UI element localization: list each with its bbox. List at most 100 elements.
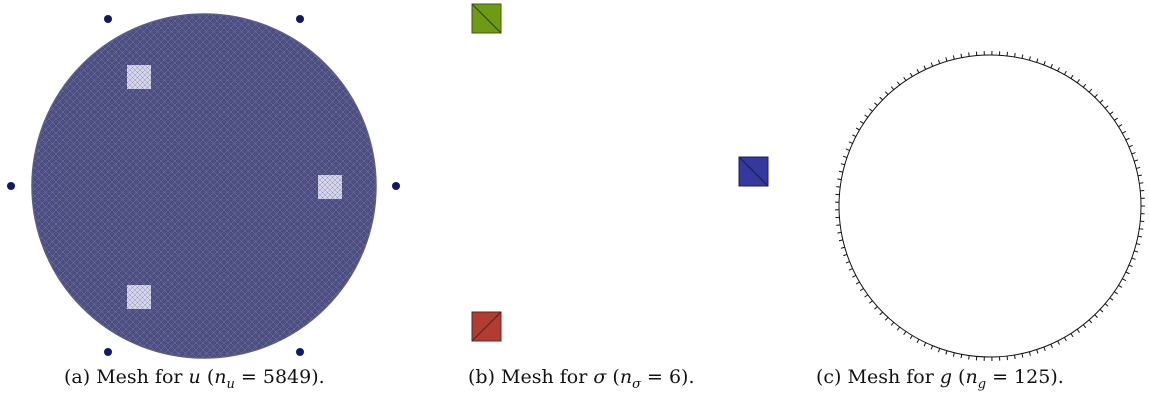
mesh-g-tick: [864, 114, 869, 118]
caption-b-label: (b): [468, 366, 495, 388]
mesh-g-tick: [916, 69, 920, 74]
mesh-g-tick: [855, 127, 860, 131]
mesh-g-circle: [838, 54, 1142, 358]
mesh-g-tick: [855, 281, 860, 285]
mesh-g-tick: [1036, 58, 1039, 63]
mesh-g-tick: [1094, 94, 1098, 98]
mesh-sigma-panel: [471, 3, 769, 342]
caption-b-symbol: σ: [593, 366, 607, 388]
mesh-g-tick: [1050, 343, 1053, 349]
mesh-g-tick: [836, 224, 841, 226]
caption-b-text: Mesh for: [501, 366, 588, 388]
mesh-g-tick: [838, 239, 843, 242]
mesh-g-tick: [1070, 333, 1074, 338]
mesh-g-tick: [879, 96, 883, 101]
mesh-g-tick: [840, 163, 845, 166]
mesh-u-disk: [31, 13, 377, 359]
mesh-g-tick: [1099, 309, 1104, 313]
mesh-g-tick: [869, 108, 873, 112]
mesh-g-tick: [1036, 349, 1039, 354]
mesh-g-tick: [848, 268, 853, 271]
mesh-g-tick: [836, 186, 841, 188]
mesh-g-tick: [1014, 52, 1016, 58]
mesh-g-tick: [1057, 340, 1060, 345]
mesh-u-node: [7, 182, 15, 190]
mesh-u-node: [296, 15, 304, 23]
mesh-sigma-element-blue: [738, 156, 769, 187]
mesh-g-tick: [1082, 324, 1087, 329]
caption-b-count: 6: [668, 366, 682, 388]
mesh-g-tick: [838, 170, 843, 173]
mesh-g-tick: [884, 317, 889, 321]
mesh-g-tick: [840, 246, 845, 249]
mesh-g-tick: [923, 65, 927, 70]
mesh-g-tick: [843, 253, 848, 257]
mesh-g-tick: [952, 352, 955, 357]
mesh-g-tick: [1076, 79, 1080, 84]
mesh-g-tick: [1109, 297, 1114, 301]
caption-a: (a) Mesh for u (nu = 5849).: [64, 366, 325, 392]
mesh-g-tick: [1128, 144, 1133, 148]
mesh-g-tick: [1137, 174, 1142, 177]
mesh-g-tick: [1134, 250, 1139, 253]
mesh-u-node: [104, 348, 112, 356]
mesh-g-panel: [835, 51, 1145, 361]
mesh-u-hole-bottom: [127, 285, 151, 309]
mesh-g-tick: [1118, 124, 1123, 128]
mesh-g-tick: [903, 76, 907, 81]
caption-c-count: 125: [1014, 366, 1051, 388]
mesh-g-tick: [845, 148, 850, 151]
mesh-g-tick: [1139, 228, 1144, 230]
mesh-g-tick: [1131, 257, 1136, 260]
mesh-g-tick: [937, 348, 941, 353]
mesh-g-tick: [1122, 278, 1127, 282]
mesh-g-tick: [859, 120, 864, 124]
mesh-g-tick: [909, 72, 913, 77]
mesh-g-tick: [1125, 137, 1130, 141]
mesh-g-tick: [1114, 117, 1118, 121]
mesh-g-tick: [1099, 99, 1104, 103]
mesh-u-node: [392, 182, 400, 190]
mesh-g-tick: [896, 81, 901, 86]
mesh-g-tick: [1109, 111, 1114, 115]
caption-c: (c) Mesh for g (ng = 125).: [816, 366, 1064, 392]
mesh-g-tick: [1136, 166, 1141, 169]
mesh-g-tick: [874, 102, 878, 106]
mesh-g-tick: [1057, 67, 1060, 72]
mesh-u-hole-right: [318, 175, 342, 199]
mesh-g-tick: [1021, 54, 1024, 59]
mesh-g-tick: [916, 338, 920, 343]
mesh-g-tick: [837, 231, 842, 234]
mesh-g-tick: [1125, 271, 1130, 275]
mesh-g-tick: [1082, 83, 1087, 88]
mesh-g-tick: [1104, 105, 1109, 109]
mesh-g-tick: [968, 355, 970, 360]
mesh-g-tick: [890, 322, 895, 326]
mesh-g-tick: [1128, 264, 1133, 268]
mesh-g-tick: [1014, 354, 1016, 360]
caption-c-label: (c): [816, 366, 842, 388]
caption-a-label: (a): [64, 366, 91, 388]
mesh-g-tick: [1104, 303, 1109, 307]
mesh-g-tick: [1063, 70, 1067, 75]
mesh-g-tick: [1139, 182, 1144, 184]
mesh-g-tick: [945, 350, 948, 355]
mesh-g-tick: [968, 52, 970, 57]
mesh-g-tick: [1136, 243, 1141, 246]
mesh-g-tick: [952, 55, 955, 60]
mesh-g-tick: [869, 300, 873, 304]
mesh-g-tick: [852, 134, 857, 138]
mesh-g-tick: [1021, 353, 1024, 358]
caption-a-text: Mesh for: [96, 366, 183, 388]
mesh-g-tick: [903, 331, 907, 336]
mesh-g-tick: [930, 345, 934, 350]
mesh-g-tick: [879, 311, 883, 316]
mesh-g-tick: [1122, 130, 1127, 134]
caption-c-symbol: g: [939, 366, 953, 388]
mesh-g-tick: [930, 62, 934, 67]
caption-a-count: 5849: [262, 366, 312, 388]
mesh-g-tick: [1088, 319, 1093, 324]
mesh-sigma-element-red: [471, 311, 502, 342]
mesh-g-tick: [884, 91, 889, 95]
